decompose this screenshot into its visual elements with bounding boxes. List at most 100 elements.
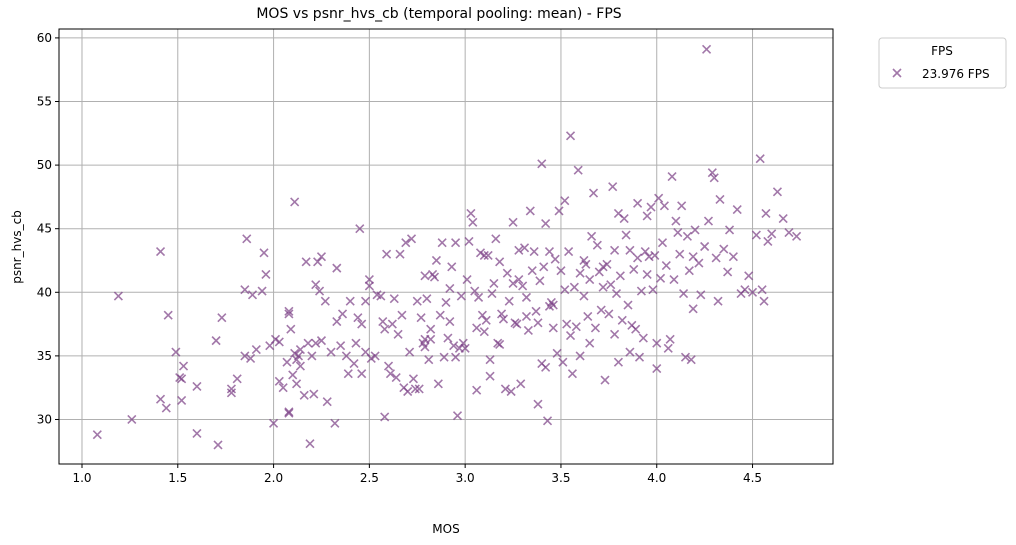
data-point	[606, 280, 616, 290]
data-point	[602, 259, 612, 269]
data-point	[594, 267, 604, 277]
data-point	[286, 324, 296, 334]
data-point	[332, 316, 342, 327]
data-point	[719, 244, 729, 254]
data-point	[226, 388, 236, 398]
data-point	[332, 263, 342, 273]
data-point	[177, 374, 187, 384]
data-point	[113, 291, 123, 301]
data-point	[573, 165, 583, 175]
data-point	[460, 343, 470, 353]
data-point	[548, 300, 558, 310]
data-point	[640, 247, 650, 257]
y-tick-label: 60	[37, 31, 52, 45]
data-point	[792, 231, 802, 241]
data-point	[309, 389, 319, 399]
grid	[59, 29, 833, 464]
data-point	[636, 286, 646, 296]
data-point	[422, 294, 432, 304]
data-point	[633, 253, 643, 263]
data-point	[703, 216, 714, 226]
data-point	[330, 418, 340, 428]
data-point	[600, 375, 610, 385]
data-point	[295, 344, 305, 355]
data-point	[700, 241, 710, 252]
x-tick-label: 2.0	[264, 471, 283, 485]
data-point	[508, 217, 518, 227]
data-point	[575, 268, 585, 278]
data-point	[217, 313, 227, 323]
data-point	[608, 182, 618, 192]
data-point	[565, 131, 576, 141]
data-point	[226, 384, 236, 394]
data-point	[537, 159, 547, 169]
data-point	[477, 310, 487, 320]
data-point	[192, 428, 202, 439]
data-point	[504, 296, 514, 306]
data-point	[299, 390, 309, 400]
data-point	[761, 208, 771, 218]
legend-entry-label: 23.976 FPS	[922, 67, 990, 81]
data-point	[351, 338, 361, 348]
data-point	[550, 254, 560, 264]
data-point	[709, 173, 719, 183]
data-point	[178, 361, 189, 371]
data-point	[485, 371, 495, 381]
data-point	[567, 369, 578, 379]
data-point	[669, 275, 679, 285]
data-point	[757, 285, 767, 295]
data-point	[426, 324, 436, 334]
data-point	[508, 278, 518, 288]
x-tick-label: 2.5	[360, 471, 379, 485]
data-point	[629, 264, 639, 274]
data-point	[479, 327, 489, 337]
data-point	[447, 262, 457, 272]
data-point	[479, 250, 489, 260]
data-point	[274, 337, 284, 347]
data-point	[652, 338, 662, 348]
data-point	[755, 154, 765, 164]
data-point	[435, 310, 445, 320]
data-point	[240, 285, 250, 295]
data-point	[723, 267, 733, 277]
data-point	[341, 351, 351, 361]
data-point	[161, 403, 171, 413]
data-point	[496, 309, 507, 319]
data-point	[521, 311, 532, 322]
data-point	[295, 361, 305, 371]
data-point	[598, 282, 608, 292]
data-point	[291, 379, 302, 389]
data-point	[656, 273, 666, 283]
data-point	[560, 285, 570, 295]
data-point	[456, 291, 466, 301]
data-point	[240, 351, 250, 361]
data-point	[433, 379, 443, 389]
data-point	[558, 357, 568, 367]
data-point	[642, 269, 652, 280]
data-point	[569, 282, 579, 292]
data-point	[345, 296, 355, 306]
data-point	[389, 294, 399, 304]
data-point	[401, 238, 411, 248]
data-point	[533, 399, 543, 409]
x-tick-label: 3.0	[456, 471, 475, 485]
data-point	[414, 384, 424, 394]
data-point	[380, 412, 390, 422]
data-point	[282, 357, 292, 367]
data-point	[406, 234, 417, 244]
data-point	[155, 247, 166, 257]
data-point	[313, 257, 323, 267]
data-point	[713, 296, 723, 306]
data-point	[439, 352, 449, 362]
data-point	[385, 369, 396, 379]
data-point	[671, 216, 681, 226]
data-point	[650, 250, 660, 260]
data-point	[654, 193, 664, 203]
y-tick-label: 50	[37, 158, 52, 172]
data-point	[642, 211, 652, 221]
data-point	[571, 322, 581, 332]
plot-area-frame	[58, 28, 834, 465]
legend-title: FPS	[931, 44, 953, 58]
data-point	[675, 249, 685, 259]
data-point	[565, 330, 576, 341]
